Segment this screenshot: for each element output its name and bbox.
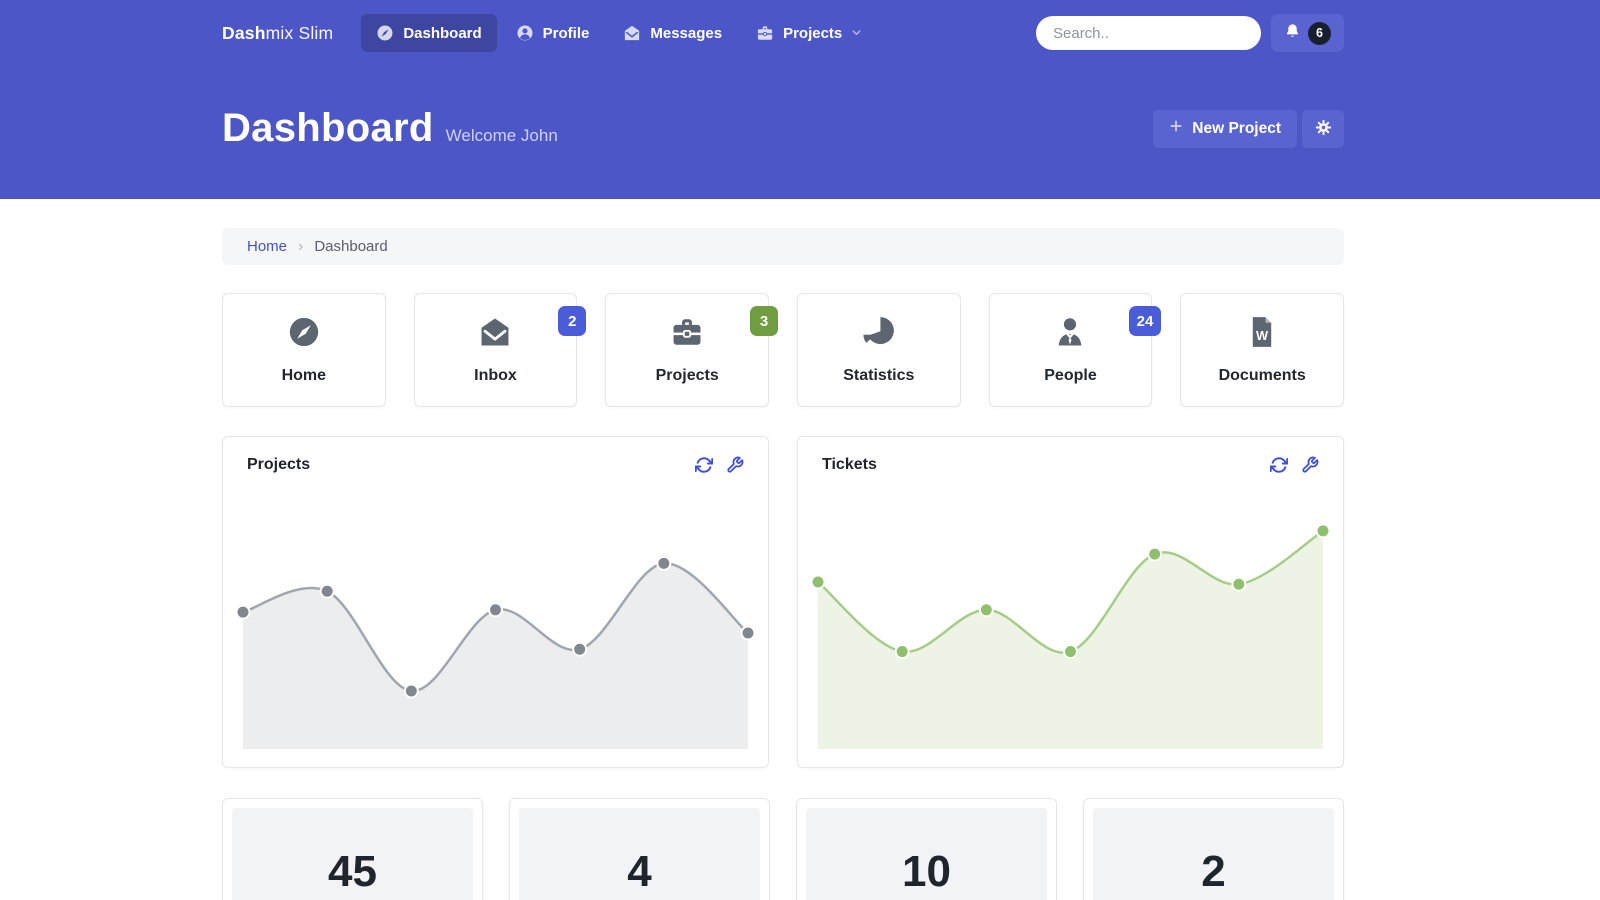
navbar-right: 6 xyxy=(1036,14,1344,52)
shortcut-documents[interactable]: W Documents xyxy=(1180,293,1344,407)
briefcase-icon xyxy=(756,24,774,42)
inbox-count-badge: 2 xyxy=(558,306,587,336)
search-input[interactable] xyxy=(1036,16,1261,50)
tickets-area-chart xyxy=(810,517,1331,749)
stat-card[interactable]: 4 xyxy=(509,798,770,900)
bottom-stat-cards: 45 4 10 2 xyxy=(222,798,1344,900)
shortcut-label: Home xyxy=(281,367,327,384)
new-project-label: New Project xyxy=(1192,119,1281,137)
chevron-down-icon xyxy=(851,25,862,42)
bell-icon xyxy=(1284,23,1301,43)
shortcut-projects[interactable]: 3 Projects xyxy=(605,293,778,407)
shortcut-label: People xyxy=(1044,367,1097,384)
stat-value: 10 xyxy=(902,847,951,896)
breadcrumb-home-link[interactable]: Home xyxy=(247,238,288,255)
notifications-button[interactable]: 6 xyxy=(1271,14,1344,52)
app-header: Dashmix Slim Dashboard Profile Messages xyxy=(0,0,1600,199)
panel-title: Tickets xyxy=(822,456,877,473)
dashboard-compass-icon xyxy=(376,24,394,42)
breadcrumb-current: Dashboard xyxy=(314,238,388,255)
envelope-open-icon xyxy=(478,315,512,354)
wrench-icon[interactable] xyxy=(1301,456,1319,474)
shortcut-label: Documents xyxy=(1218,367,1306,384)
shortcut-people[interactable]: 24 People xyxy=(988,293,1162,407)
brand-bold: Dash xyxy=(222,22,266,43)
user-circle-icon xyxy=(516,24,534,42)
main-content: Home › Dashboard Home 2 Inbox 3 Projects xyxy=(222,228,1344,900)
projects-chart-panel: Projects xyxy=(222,436,769,768)
nav-item-label: Dashboard xyxy=(403,24,482,42)
shortcut-statistics[interactable]: Statistics xyxy=(797,293,961,407)
refresh-icon[interactable] xyxy=(695,456,713,474)
new-project-button[interactable]: New Project xyxy=(1153,109,1297,148)
breadcrumb-separator-icon: › xyxy=(298,237,304,255)
shortcut-inbox[interactable]: 2 Inbox xyxy=(413,293,587,407)
shortcut-cards: Home 2 Inbox 3 Projects Statistics 24 xyxy=(222,293,1344,407)
file-word-icon: W xyxy=(1245,315,1279,354)
page-title: Dashboard xyxy=(222,106,434,150)
main-nav: Dashboard Profile Messages Projects xyxy=(361,14,877,52)
gear-icon xyxy=(1315,119,1332,139)
panel-title: Projects xyxy=(247,456,311,473)
shortcut-home[interactable]: Home xyxy=(222,293,386,407)
settings-button[interactable] xyxy=(1302,109,1344,148)
envelope-open-icon xyxy=(623,24,641,42)
nav-item-projects[interactable]: Projects xyxy=(741,14,877,52)
nav-item-dashboard[interactable]: Dashboard xyxy=(361,14,497,52)
tickets-chart-panel: Tickets xyxy=(797,436,1344,768)
plus-icon xyxy=(1169,119,1183,138)
stat-card[interactable]: 10 xyxy=(796,798,1057,900)
nav-item-label: Projects xyxy=(783,24,843,42)
stat-value: 2 xyxy=(1201,847,1226,896)
top-navbar: Dashmix Slim Dashboard Profile Messages xyxy=(222,0,1344,66)
stat-value: 4 xyxy=(627,847,652,896)
svg-text:W: W xyxy=(1256,328,1269,343)
stat-card[interactable]: 2 xyxy=(1083,798,1344,900)
stat-card[interactable]: 45 xyxy=(222,798,483,900)
stat-value: 45 xyxy=(328,847,377,896)
projects-area-chart xyxy=(235,517,756,749)
hero: Dashboard Welcome John New Project xyxy=(222,66,1344,199)
briefcase-icon xyxy=(670,315,704,354)
compass-icon xyxy=(287,315,321,354)
nav-item-label: Messages xyxy=(650,24,723,42)
shortcut-label: Projects xyxy=(655,367,719,384)
breadcrumb: Home › Dashboard xyxy=(222,228,1344,265)
nav-item-profile[interactable]: Profile xyxy=(501,14,605,52)
wrench-icon[interactable] xyxy=(726,456,744,474)
notifications-count-badge: 6 xyxy=(1308,21,1331,45)
brand-logo[interactable]: Dashmix Slim xyxy=(222,23,333,44)
pie-chart-icon xyxy=(862,315,896,354)
shortcut-label: Statistics xyxy=(843,367,915,384)
brand-light: mix Slim xyxy=(265,22,334,43)
nav-item-label: Profile xyxy=(542,24,590,42)
people-count-badge: 24 xyxy=(1128,306,1162,336)
user-tie-icon xyxy=(1053,315,1087,354)
nav-item-messages[interactable]: Messages xyxy=(608,14,737,52)
chart-panels: Projects Tickets xyxy=(222,436,1344,768)
shortcut-label: Inbox xyxy=(474,367,517,384)
refresh-icon[interactable] xyxy=(1270,456,1288,474)
page-subtitle: Welcome John xyxy=(445,126,558,145)
projects-count-badge: 3 xyxy=(750,306,778,336)
